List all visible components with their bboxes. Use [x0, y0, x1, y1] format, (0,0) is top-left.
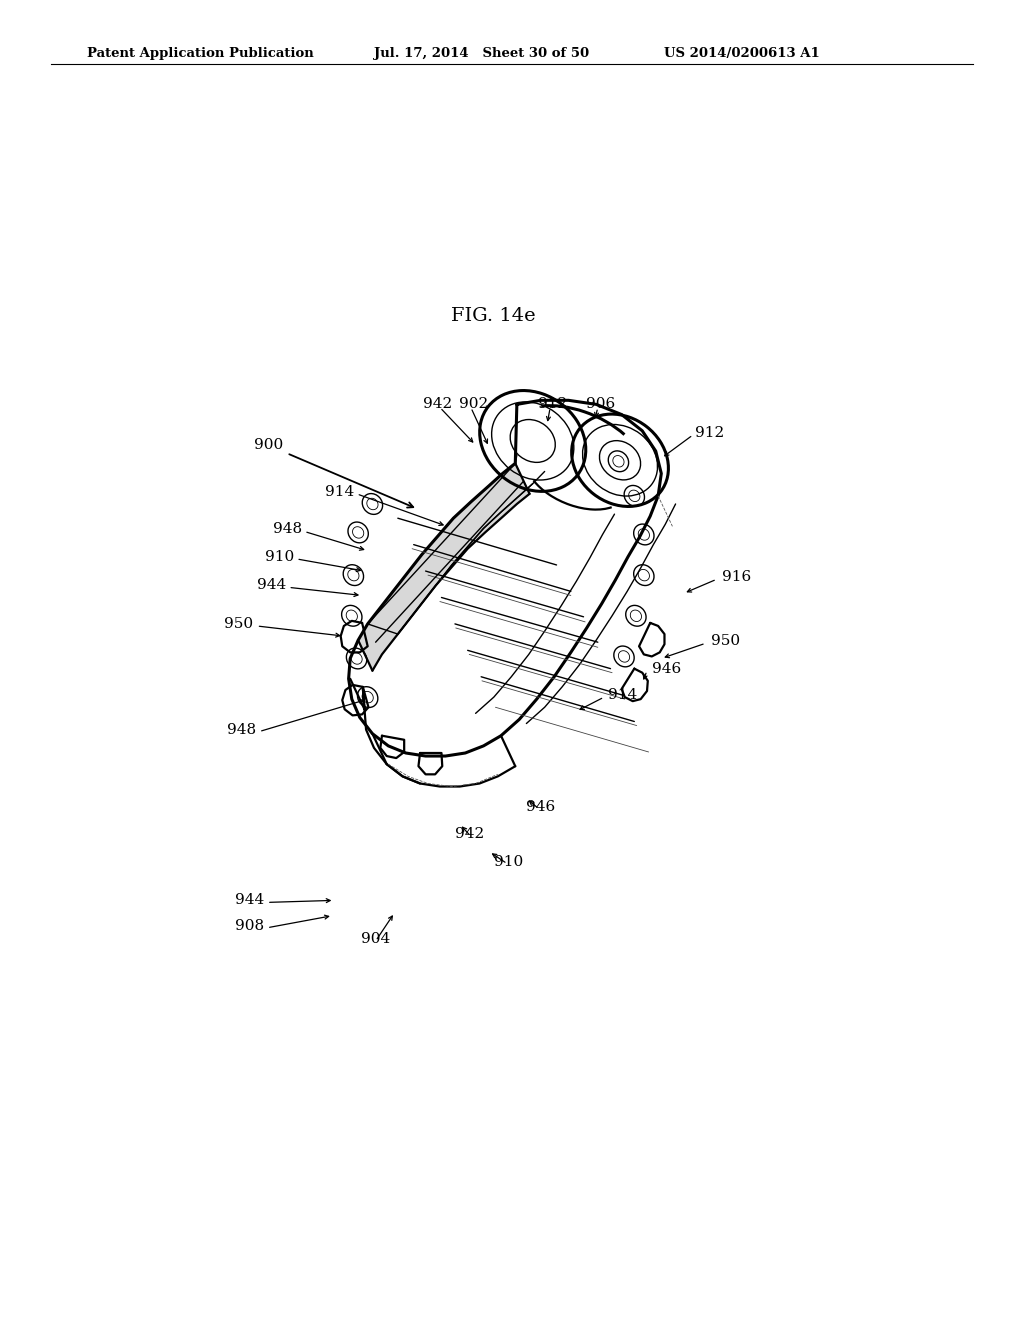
Text: 912: 912 [538, 397, 567, 412]
Text: 908: 908 [236, 919, 264, 933]
Text: 910: 910 [265, 550, 295, 564]
Text: 912: 912 [695, 426, 725, 440]
Text: 948: 948 [273, 523, 303, 536]
Text: 916: 916 [722, 570, 751, 585]
Text: FIG. 14e: FIG. 14e [451, 308, 536, 325]
Text: 948: 948 [227, 722, 257, 737]
Text: 942: 942 [455, 828, 484, 841]
Text: 906: 906 [586, 397, 614, 412]
Text: 946: 946 [526, 800, 555, 814]
Polygon shape [358, 463, 529, 671]
Text: US 2014/0200613 A1: US 2014/0200613 A1 [664, 48, 819, 59]
Text: 950: 950 [712, 634, 740, 648]
Text: Patent Application Publication: Patent Application Publication [87, 48, 313, 59]
Text: 914: 914 [608, 688, 637, 702]
Text: 900: 900 [254, 438, 283, 451]
Text: Jul. 17, 2014   Sheet 30 of 50: Jul. 17, 2014 Sheet 30 of 50 [374, 48, 589, 59]
Text: 902: 902 [459, 397, 487, 412]
Text: 914: 914 [325, 484, 354, 499]
Text: 942: 942 [423, 397, 453, 412]
Text: 944: 944 [257, 578, 287, 593]
Text: 904: 904 [361, 932, 390, 946]
Text: 944: 944 [236, 894, 264, 907]
Text: 910: 910 [495, 855, 523, 869]
Text: 950: 950 [224, 616, 253, 631]
Text: 946: 946 [652, 661, 681, 676]
